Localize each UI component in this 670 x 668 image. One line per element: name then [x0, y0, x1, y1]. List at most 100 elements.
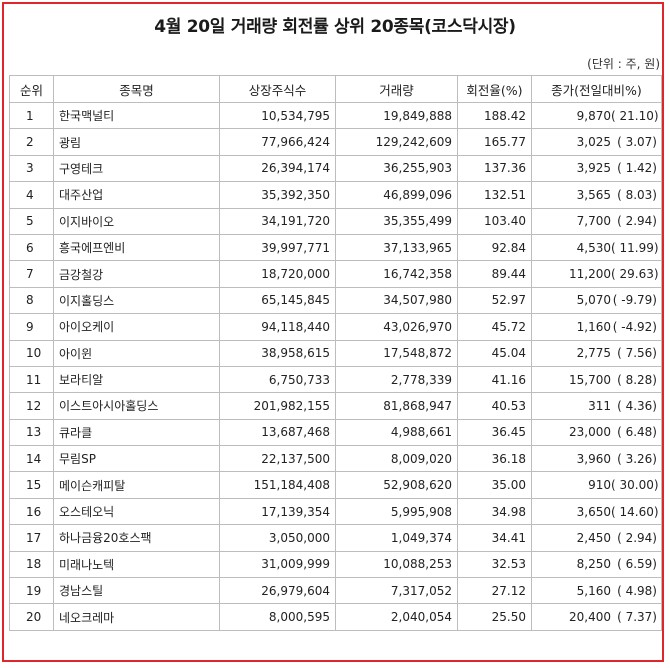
turnover-cell: 89.44 — [457, 260, 532, 288]
listed-shares-cell: 6,750,733 — [219, 365, 336, 394]
header-volume: 거래량 — [335, 75, 458, 103]
close-price-cell: 3,925 ( 1.42) — [531, 154, 662, 183]
volume-cell: 36,255,903 — [335, 154, 458, 183]
listed-shares-cell: 17,139,354 — [219, 497, 336, 526]
rank-cell: 9 — [9, 313, 54, 341]
stock-name-cell: 구영테크 — [53, 154, 220, 183]
table-row: 16 오스테오닉 17,139,354 5,995,908 34.98 3,650( 14… — [9, 497, 662, 526]
table-body: 1 한국맥널티 10,534,795 19,849,888 188.42 9,870( 2… — [9, 101, 662, 631]
rank-cell: 20 — [9, 603, 54, 631]
change-percent: ( 7.37) — [617, 610, 657, 625]
close-price: 5,070 — [576, 293, 611, 308]
listed-shares-cell: 94,118,440 — [219, 313, 336, 341]
rank-cell: 7 — [9, 260, 54, 288]
stock-name-cell: 광림 — [53, 128, 220, 156]
listed-shares-cell: 26,394,174 — [219, 154, 336, 183]
table-row: 4 대주산업 35,392,350 46,899,096 132.51 3,565 ( 8.… — [9, 181, 662, 209]
listed-shares-cell: 39,997,771 — [219, 233, 336, 262]
table-row: 13 큐라클 13,687,468 4,988,661 36.45 23,000 ( 6.4… — [9, 418, 662, 447]
listed-shares-cell: 65,145,845 — [219, 286, 336, 315]
turnover-cell: 34.41 — [457, 524, 532, 552]
listed-shares-cell: 77,966,424 — [219, 128, 336, 156]
red-border-frame — [2, 2, 664, 662]
listed-shares-cell: 38,958,615 — [219, 339, 336, 367]
close-price: 23,000 — [569, 425, 611, 440]
change-percent: ( 3.07) — [617, 135, 657, 150]
listed-shares-cell: 34,191,720 — [219, 207, 336, 235]
volume-cell: 52,908,620 — [335, 471, 458, 499]
rank-cell: 16 — [9, 497, 54, 526]
table-row: 9 아이오케이 94,118,440 43,026,970 45.72 1,160( -4… — [9, 313, 662, 341]
change-percent: ( 4.98) — [617, 583, 657, 598]
table-row: 15 메이슨캐피탈 151,184,408 52,908,620 35.00 910( 3… — [9, 471, 662, 499]
change-percent: ( 29.63) — [611, 267, 659, 282]
stock-name-cell: 아이오케이 — [53, 313, 220, 341]
close-price: 8,250 — [576, 557, 611, 572]
rank-cell: 6 — [9, 233, 54, 262]
stock-name-cell: 보라티알 — [53, 365, 220, 394]
close-price-cell: 9,870( 21.10) — [531, 101, 662, 130]
turnover-cell: 34.98 — [457, 497, 532, 526]
table-row: 10 아이윈 38,958,615 17,548,872 45.04 2,775 ( 7.5… — [9, 339, 662, 367]
rank-cell: 13 — [9, 418, 54, 447]
volume-cell: 81,868,947 — [335, 392, 458, 420]
header-name: 종목명 — [53, 75, 220, 103]
change-percent: ( -4.92) — [612, 319, 657, 334]
close-price-cell: 2,775 ( 7.56) — [531, 339, 662, 367]
header-rank: 순위 — [9, 75, 54, 103]
close-price: 3,925 — [576, 161, 611, 176]
table-row: 5 이지바이오 34,191,720 35,355,499 103.40 7,700 ( 2… — [9, 207, 662, 235]
rank-cell: 12 — [9, 392, 54, 420]
rank-cell: 2 — [9, 128, 54, 156]
header-close-price: 종가(전일대비%) — [531, 75, 662, 103]
table-row: 8 이지홀딩스 65,145,845 34,507,980 52.97 5,070( -9… — [9, 286, 662, 315]
change-percent: ( 1.42) — [617, 161, 657, 176]
listed-shares-cell: 8,000,595 — [219, 603, 336, 631]
turnover-cell: 165.77 — [457, 128, 532, 156]
volume-cell: 37,133,965 — [335, 233, 458, 262]
header-listed-shares: 상장주식수 — [219, 75, 336, 103]
turnover-cell: 35.00 — [457, 471, 532, 499]
table-row: 12 이스트아시아홀딩스 201,982,155 81,868,947 40.53 311… — [9, 392, 662, 420]
header-turnover: 회전율(%) — [457, 75, 532, 103]
change-percent: ( 2.94) — [617, 214, 657, 229]
change-percent: ( 30.00) — [611, 478, 659, 493]
table-row: 18 미래나노텍 31,009,999 10,088,253 32.53 8,250 ( 6… — [9, 550, 662, 579]
close-price: 1,160 — [576, 319, 611, 334]
change-percent: ( 8.03) — [617, 187, 657, 202]
volume-cell: 5,995,908 — [335, 497, 458, 526]
volume-cell: 8,009,020 — [335, 445, 458, 473]
close-price-cell: 311 ( 4.36) — [531, 392, 662, 420]
change-percent: ( 14.60) — [611, 504, 659, 519]
turnover-cell: 40.53 — [457, 392, 532, 420]
change-percent: ( -9.79) — [612, 293, 657, 308]
table-row: 14 무림SP 22,137,500 8,009,020 36.18 3,960 ( 3.2… — [9, 445, 662, 473]
rank-cell: 15 — [9, 471, 54, 499]
close-price: 910 — [588, 478, 611, 493]
table-row: 19 경남스틸 26,979,604 7,317,052 27.12 5,160 ( 4.9… — [9, 577, 662, 605]
close-price: 3,025 — [576, 135, 611, 150]
stock-name-cell: 아이윈 — [53, 339, 220, 367]
change-percent: ( 3.26) — [617, 451, 657, 466]
listed-shares-cell: 151,184,408 — [219, 471, 336, 499]
rank-cell: 14 — [9, 445, 54, 473]
stock-name-cell: 금강철강 — [53, 260, 220, 288]
turnover-cell: 32.53 — [457, 550, 532, 579]
close-price-cell: 910( 30.00) — [531, 471, 662, 499]
close-price: 11,200 — [569, 267, 611, 282]
table-row: 3 구영테크 26,394,174 36,255,903 137.36 3,925 ( 1.… — [9, 154, 662, 183]
stock-name-cell: 미래나노텍 — [53, 550, 220, 579]
volume-cell: 10,088,253 — [335, 550, 458, 579]
table-row: 17 하나금융20호스팩 3,050,000 1,049,374 34.41 2,450 (… — [9, 524, 662, 552]
stock-name-cell: 오스테오닉 — [53, 497, 220, 526]
volume-cell: 16,742,358 — [335, 260, 458, 288]
stock-name-cell: 무림SP — [53, 445, 220, 473]
close-price: 4,530 — [576, 240, 611, 255]
listed-shares-cell: 18,720,000 — [219, 260, 336, 288]
listed-shares-cell: 201,982,155 — [219, 392, 336, 420]
close-price-cell: 1,160( -4.92) — [531, 313, 662, 341]
rank-cell: 8 — [9, 286, 54, 315]
close-price-cell: 2,450 ( 2.94) — [531, 524, 662, 552]
listed-shares-cell: 31,009,999 — [219, 550, 336, 579]
close-price-cell: 3,960 ( 3.26) — [531, 445, 662, 473]
